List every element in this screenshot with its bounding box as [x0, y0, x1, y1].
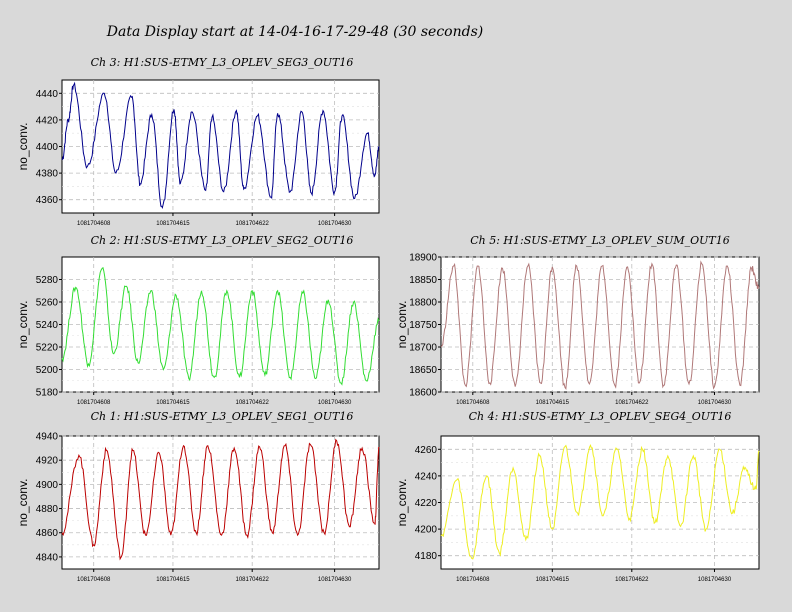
x-tick-label: 1081704615 — [536, 400, 570, 406]
y-tick-label: 4180 — [415, 551, 438, 562]
x-tick-label: 1081704622 — [236, 400, 270, 406]
y-tick-label: 4260 — [415, 445, 438, 456]
plot-area — [440, 256, 760, 393]
y-tick-label: 4400 — [36, 142, 59, 153]
x-tick-label: 1081704622 — [615, 577, 649, 583]
series-line — [61, 267, 380, 386]
y-tick-label: 4240 — [415, 471, 438, 482]
chart-title: Ch 3: H1:SUS-ETMY_L3_OPLEV_SEG3_OUT16 — [91, 56, 354, 69]
chart-panel-3: Ch 1: H1:SUS-ETMY_L3_OPLEV_SEG1_OUT16 484… — [16, 410, 380, 583]
y-tick-label: 4840 — [36, 552, 59, 563]
x-tick-label: 1081704615 — [156, 221, 190, 227]
y-tick-label: 5200 — [36, 365, 59, 376]
chart-panel-1: Ch 2: H1:SUS-ETMY_L3_OPLEV_SEG2_OUT16 518… — [16, 234, 380, 406]
y-tick-label: 18800 — [409, 298, 437, 309]
chart-panel-0: Ch 3: H1:SUS-ETMY_L3_OPLEV_SEG3_OUT16 436… — [16, 56, 380, 227]
y-tick-label: 5220 — [36, 343, 59, 354]
y-tick-label: 5260 — [36, 298, 59, 309]
x-tick-label: 1081704615 — [536, 577, 570, 583]
y-tick-label: 5240 — [36, 320, 59, 331]
y-tick-label: 4940 — [36, 432, 59, 443]
y-axis-label: no_conv. — [395, 479, 409, 527]
y-tick-label: 5280 — [36, 275, 59, 286]
y-axis-label: no_conv. — [16, 479, 30, 527]
plot-area — [61, 435, 380, 570]
chart-title: Ch 4: H1:SUS-ETMY_L3_OPLEV_SEG4_OUT16 — [469, 410, 732, 423]
y-tick-label: 18750 — [409, 320, 437, 331]
y-axis-label: no_conv. — [16, 301, 30, 349]
y-tick-label: 4420 — [36, 115, 59, 126]
x-tick-label: 1081704608 — [456, 577, 490, 583]
y-axis-label: no_conv. — [16, 123, 30, 171]
series-line — [440, 443, 760, 560]
y-tick-label: 18900 — [409, 253, 437, 264]
x-tick-label: 1081704608 — [77, 221, 111, 227]
x-tick-label: 1081704630 — [698, 400, 732, 406]
x-tick-label: 1081704622 — [615, 400, 649, 406]
chart-panel-4: Ch 4: H1:SUS-ETMY_L3_OPLEV_SEG4_OUT16 418… — [395, 410, 760, 583]
series-line — [61, 81, 380, 210]
x-tick-label: 1081704622 — [236, 221, 270, 227]
y-tick-label: 18700 — [409, 343, 437, 354]
chart-title: Ch 1: H1:SUS-ETMY_L3_OPLEV_SEG1_OUT16 — [91, 410, 354, 423]
y-tick-label: 5180 — [36, 388, 59, 399]
x-tick-label: 1081704608 — [456, 400, 490, 406]
y-tick-label: 4900 — [36, 480, 59, 491]
y-tick-label: 18650 — [409, 365, 437, 376]
chart-title: Ch 5: H1:SUS-ETMY_L3_OPLEV_SUM_OUT16 — [470, 234, 730, 247]
y-tick-label: 4380 — [36, 169, 59, 180]
x-tick-label: 1081704615 — [156, 400, 190, 406]
x-tick-label: 1081704630 — [698, 577, 732, 583]
series-line — [61, 438, 380, 561]
x-tick-label: 1081704630 — [318, 221, 352, 227]
y-tick-label: 18600 — [409, 388, 437, 399]
y-tick-label: 4360 — [36, 195, 59, 206]
y-axis-label: no_conv. — [395, 301, 409, 349]
x-tick-label: 1081704622 — [236, 577, 270, 583]
chart-title: Ch 2: H1:SUS-ETMY_L3_OPLEV_SEG2_OUT16 — [91, 234, 354, 247]
x-tick-label: 1081704608 — [77, 577, 111, 583]
x-tick-label: 1081704615 — [156, 577, 190, 583]
y-tick-label: 4860 — [36, 528, 59, 539]
series-line — [440, 260, 760, 391]
y-tick-label: 4440 — [36, 89, 59, 100]
y-tick-label: 4200 — [415, 525, 438, 536]
page-title: Data Display start at 14-04-16-17-29-48 … — [106, 24, 484, 40]
y-tick-label: 4220 — [415, 498, 438, 509]
x-tick-label: 1081704608 — [77, 400, 111, 406]
y-tick-label: 18850 — [409, 275, 437, 286]
chart-panel-2: Ch 5: H1:SUS-ETMY_L3_OPLEV_SUM_OUT16 1860… — [395, 234, 760, 406]
y-tick-label: 4880 — [36, 504, 59, 515]
x-tick-label: 1081704630 — [318, 400, 352, 406]
y-tick-label: 4920 — [36, 456, 59, 467]
x-tick-label: 1081704630 — [318, 577, 352, 583]
